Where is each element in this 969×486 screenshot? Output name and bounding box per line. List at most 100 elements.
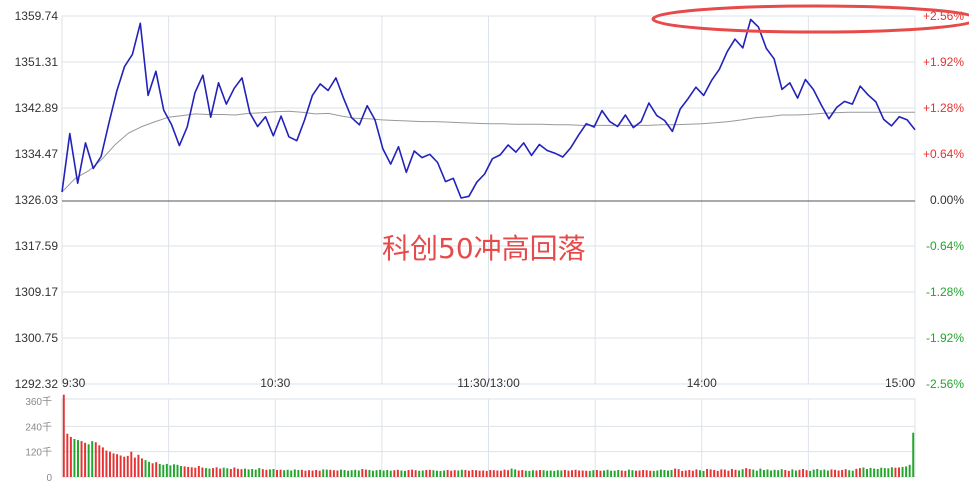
- volume-bar: [137, 454, 140, 477]
- volume-bar: [467, 470, 470, 477]
- volume-bar: [187, 466, 190, 477]
- volume-bar: [322, 469, 325, 477]
- volume-bar: [738, 470, 741, 477]
- volume-bar: [873, 468, 876, 477]
- volume-bar: [204, 468, 207, 477]
- volume-bar: [492, 470, 495, 477]
- volume-bar: [475, 470, 478, 477]
- volume-bar: [464, 470, 467, 477]
- volume-bar: [485, 470, 488, 477]
- volume-bar: [162, 464, 165, 477]
- volume-bar: [578, 470, 581, 477]
- volume-bar: [172, 464, 175, 477]
- volume-bar: [389, 470, 392, 477]
- volume-bar: [77, 440, 79, 477]
- volume-bar: [837, 470, 840, 477]
- volume-bar: [226, 468, 229, 477]
- price-line: [61, 18, 916, 199]
- volume-bar: [94, 442, 97, 477]
- volume-bar: [73, 439, 76, 477]
- volume-bar: [631, 470, 634, 477]
- volume-bar: [834, 469, 836, 477]
- volume-bar: [556, 470, 559, 477]
- volume-bar: [123, 456, 126, 477]
- volume-bar: [883, 468, 886, 477]
- volume-bar: [830, 469, 833, 477]
- right-tick-label: 0.00%: [930, 193, 964, 207]
- volume-bar: [574, 469, 577, 477]
- volume-bar: [688, 470, 691, 477]
- volume-bar: [880, 467, 883, 477]
- volume-bar: [855, 468, 858, 477]
- volume-bar: [528, 470, 531, 477]
- volume-bar: [908, 464, 911, 477]
- volume-bar: [659, 469, 662, 477]
- volume-bar: [393, 470, 396, 477]
- time-tick-label: 9:30: [62, 376, 86, 390]
- time-tick-label: 11:30/13:00: [457, 376, 520, 390]
- volume-bar: [446, 470, 449, 477]
- volume-bar: [794, 470, 797, 477]
- volume-bar: [663, 470, 666, 477]
- volume-bar: [236, 468, 239, 477]
- volume-bar: [357, 470, 360, 477]
- volume-bar: [713, 470, 716, 477]
- volume-bar: [890, 467, 893, 477]
- volume-bar: [382, 470, 385, 477]
- volume-bar: [560, 470, 563, 477]
- volume-bar: [496, 470, 499, 477]
- volume-bar: [635, 470, 637, 477]
- right-tick-label: +1.28%: [923, 101, 964, 115]
- right-tick-label: -2.56%: [926, 377, 964, 391]
- volume-bar: [667, 470, 669, 477]
- volume-bar: [823, 469, 826, 477]
- volume-bar: [802, 469, 805, 477]
- volume-bar: [368, 470, 371, 477]
- volume-bar: [407, 470, 410, 477]
- volume-bar: [702, 470, 705, 477]
- right-percent-axis: +2.56%+1.92%+1.28%+0.64%0.00%-0.64%-1.28…: [923, 9, 964, 391]
- volume-bar: [144, 460, 147, 477]
- volume-bar: [521, 470, 524, 477]
- volume-bar: [183, 466, 186, 477]
- volume-bar: [443, 470, 446, 477]
- volume-bar: [435, 470, 438, 477]
- volume-bar: [816, 469, 819, 477]
- time-tick-label: 10:30: [260, 376, 290, 390]
- volume-bar: [268, 469, 271, 477]
- volume-bar: [311, 470, 314, 477]
- volume-bar: [723, 469, 726, 477]
- volume-bar: [293, 469, 296, 477]
- volume-bar: [272, 469, 275, 477]
- volume-bar: [748, 469, 751, 477]
- volume-bar: [119, 455, 122, 477]
- volume-bar: [126, 455, 129, 477]
- volume-bar: [745, 468, 748, 477]
- volume-bar: [524, 470, 527, 477]
- volume-bar: [844, 469, 847, 477]
- volume-bar: [535, 470, 538, 477]
- volume-bar: [887, 468, 890, 477]
- volume-bar: [517, 470, 520, 477]
- volume-bar: [809, 470, 812, 477]
- volume-bar: [361, 469, 364, 477]
- volume-bar: [261, 469, 264, 477]
- volume-tick-label: 360千: [25, 396, 52, 408]
- volume-bar: [336, 470, 339, 477]
- right-tick-label: +1.92%: [923, 55, 964, 69]
- volume-bar: [347, 470, 350, 477]
- volume-bar: [450, 470, 453, 477]
- volume-bar: [681, 470, 684, 477]
- volume-bar: [279, 469, 282, 477]
- volume-bar: [645, 470, 648, 477]
- volume-bar: [155, 462, 158, 477]
- volume-bar: [91, 441, 94, 477]
- volume-tick-label: 120千: [25, 447, 52, 459]
- volume-bar: [400, 470, 403, 477]
- average-price-line: [61, 110, 915, 193]
- volume-bar: [812, 469, 815, 477]
- volume-bar: [308, 470, 310, 477]
- volume-bar: [787, 470, 790, 477]
